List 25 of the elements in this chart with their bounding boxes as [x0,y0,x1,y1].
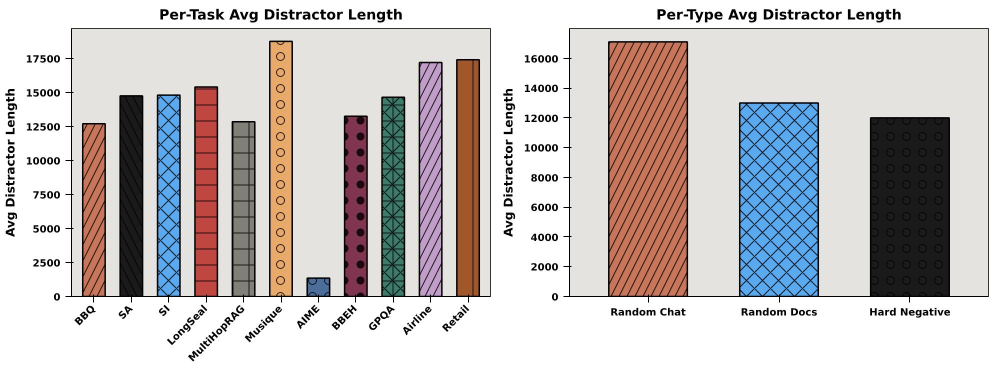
y-tick-label: 10000 [26,156,61,168]
y-tick-label: 2000 [530,262,559,274]
y-tick-label: 7500 [32,190,61,202]
y-tick-label: 6000 [530,203,559,214]
x-tick-label: SA [116,303,136,322]
x-tick-label: Random Chat [610,308,686,318]
x-tick-label: Random Docs [740,308,818,318]
y-axis-title: Avg Distractor Length [4,88,18,237]
y-tick-label: 2500 [32,258,61,270]
y-tick-label: 17500 [26,54,61,66]
y-tick-label: 10000 [524,144,559,155]
y-tick-label: 12000 [524,114,559,125]
chart-title: Per-Type Avg Distractor Length [656,8,902,24]
y-tick-label: 8000 [530,173,559,184]
y-axis-title: Avg Distractor Length [502,88,516,237]
y-tick-label: 14000 [524,84,559,96]
x-tick-label: Hard Negative [869,308,951,318]
y-tick-label: 15000 [26,88,61,100]
y-tick-label: 0 [552,292,559,304]
y-tick-label: 0 [54,292,61,304]
chart-title: Per-Task Avg Distractor Length [159,8,403,24]
y-tick-label: 4000 [530,232,559,244]
y-tick-label: 5000 [32,224,61,236]
y-tick-label: 16000 [524,54,559,66]
y-tick-label: 12500 [26,122,61,134]
